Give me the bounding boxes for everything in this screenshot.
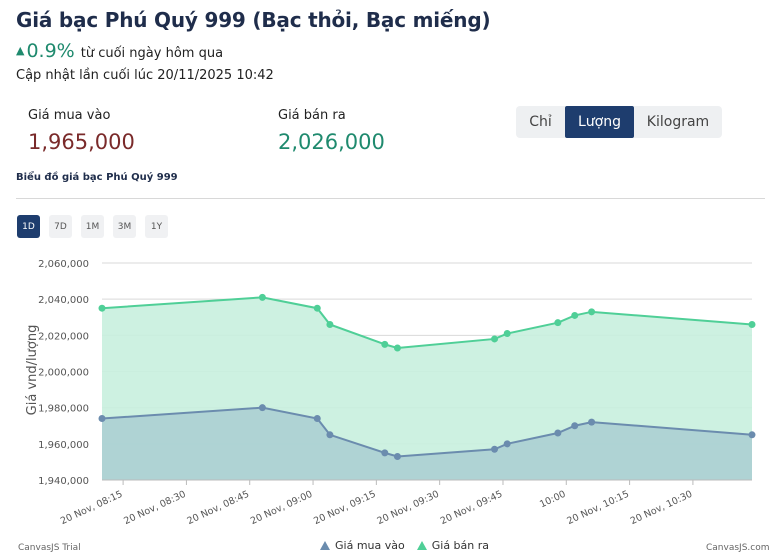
- x-tick-label: 20 Nov, 09:45: [439, 489, 504, 527]
- buy-price-value: 1,965,000: [28, 130, 135, 154]
- x-tick-label: 20 Nov, 09:30: [375, 489, 440, 527]
- buy-data-point[interactable]: [98, 415, 106, 423]
- sell-data-point[interactable]: [571, 311, 579, 319]
- range-7d-button[interactable]: 7D: [49, 215, 72, 238]
- sell-data-point[interactable]: [313, 304, 321, 312]
- chart-legend: Giá mua vào Giá bán ra: [320, 539, 489, 552]
- page-title: Giá bạc Phú Quý 999 (Bạc thỏi, Bạc miếng…: [16, 8, 491, 32]
- buy-data-point[interactable]: [588, 418, 596, 426]
- buy-data-point[interactable]: [381, 449, 389, 457]
- buy-data-point[interactable]: [313, 415, 321, 423]
- series-areas: [98, 293, 756, 480]
- buy-data-point[interactable]: [258, 404, 266, 412]
- sell-data-point[interactable]: [326, 320, 334, 328]
- x-tick-label: 20 Nov, 10:15: [565, 489, 630, 527]
- change-indicator: ▲ 0.9% từ cuối ngày hôm qua: [16, 40, 223, 62]
- x-tick-label: 20 Nov, 09:00: [249, 489, 314, 527]
- unit-toggle: Chỉ Lượng Kilogram: [516, 106, 722, 138]
- chart-title: Biểu đồ giá bạc Phú Quý 999: [16, 172, 178, 183]
- sell-data-point[interactable]: [258, 293, 266, 301]
- change-note: từ cuối ngày hôm qua: [80, 46, 224, 61]
- last-updated: Cập nhật lần cuối lúc 20/11/2025 10:42: [16, 68, 274, 83]
- sell-data-point[interactable]: [491, 335, 499, 343]
- y-tick-label: 1,980,000: [38, 404, 89, 415]
- change-percent: 0.9%: [26, 40, 75, 62]
- y-tick-label: 2,040,000: [38, 295, 89, 306]
- legend-item-sell[interactable]: Giá bán ra: [416, 539, 490, 552]
- sell-price-value: 2,026,000: [278, 130, 385, 154]
- y-tick-label: 2,000,000: [38, 368, 89, 379]
- sell-data-point[interactable]: [381, 340, 389, 348]
- buy-area: [102, 407, 752, 480]
- range-1m-button[interactable]: 1M: [81, 215, 104, 238]
- buy-data-point[interactable]: [748, 431, 756, 439]
- y-tick-label: 1,960,000: [38, 440, 89, 451]
- buy-data-point[interactable]: [571, 422, 579, 430]
- unit-chi-button[interactable]: Chỉ: [516, 106, 565, 138]
- sell-data-point[interactable]: [98, 304, 106, 312]
- canvasjs-credit-link[interactable]: CanvasJS.com: [706, 543, 770, 553]
- sell-data-point[interactable]: [588, 308, 596, 316]
- range-1y-button[interactable]: 1Y: [145, 215, 168, 238]
- buy-data-point[interactable]: [393, 452, 401, 460]
- sell-price-label: Giá bán ra: [278, 108, 346, 123]
- legend-label-buy: Giá mua vào: [335, 539, 405, 552]
- sell-data-point[interactable]: [393, 344, 401, 352]
- buy-price-label: Giá mua vào: [28, 108, 111, 123]
- sell-data-point[interactable]: [554, 319, 562, 327]
- buy-data-point[interactable]: [326, 431, 334, 439]
- x-tick-label: 20 Nov, 09:15: [312, 489, 377, 527]
- up-arrow-icon: ▲: [16, 44, 25, 57]
- triangle-marker-icon: [320, 541, 330, 550]
- sell-data-point[interactable]: [503, 330, 511, 338]
- legend-item-buy[interactable]: Giá mua vào: [320, 539, 405, 552]
- x-tick-label: 20 Nov, 08:30: [122, 489, 187, 527]
- buy-data-point[interactable]: [491, 445, 499, 453]
- legend-label-sell: Giá bán ra: [431, 539, 490, 552]
- x-tick-label: 20 Nov, 08:15: [59, 489, 124, 527]
- buy-data-point[interactable]: [554, 429, 562, 437]
- y-tick-label: 1,940,000: [38, 476, 89, 487]
- triangle-marker-icon: [416, 541, 427, 550]
- x-tick-label: 20 Nov, 08:45: [186, 489, 251, 527]
- y-tick-label: 2,060,000: [38, 259, 89, 270]
- canvasjs-trial-label: CanvasJS Trial: [18, 543, 81, 553]
- x-tick-label: 20 Nov, 10:30: [629, 489, 694, 527]
- x-tick-label: 10:00: [538, 489, 567, 511]
- price-chart[interactable]: 1,940,000 1,960,000 1,980,000 2,000,000 2,02…: [0, 248, 770, 538]
- unit-kilogram-button[interactable]: Kilogram: [634, 106, 722, 138]
- range-selector: 1D 7D 1M 3M 1Y: [17, 215, 168, 238]
- y-tick-label: 2,020,000: [38, 331, 89, 342]
- unit-luong-button[interactable]: Lượng: [565, 106, 634, 138]
- buy-data-point[interactable]: [503, 440, 511, 448]
- range-1d-button[interactable]: 1D: [17, 215, 40, 238]
- divider: [16, 198, 765, 199]
- sell-data-point[interactable]: [748, 320, 756, 328]
- range-3m-button[interactable]: 3M: [113, 215, 136, 238]
- y-axis-label: Giá vnd/lượng: [25, 325, 40, 416]
